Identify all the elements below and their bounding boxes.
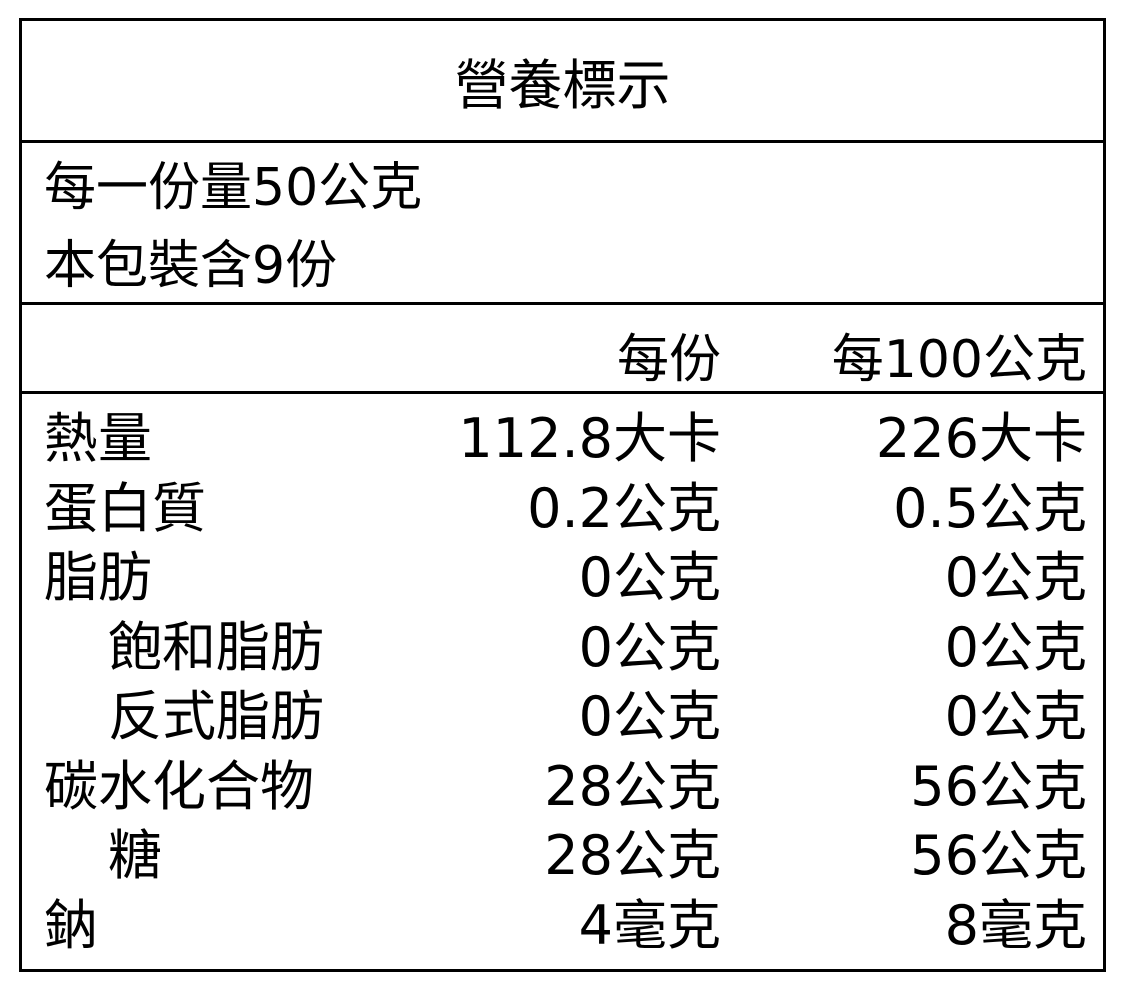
nutrient-row: 反式脂肪 0公克 0公克 <box>22 682 1103 752</box>
nutrient-row: 脂肪 0公克 0公克 <box>22 543 1103 613</box>
per-100g-value: 0公克 <box>944 546 1087 609</box>
per-serving-value: 0公克 <box>578 615 721 679</box>
per-100g-value: 56公克 <box>910 824 1087 887</box>
nutrient-row: 蛋白質 0.2公克 0.5公克 <box>22 474 1103 544</box>
nutrient-name: 反式脂肪 <box>108 685 324 748</box>
nutrient-name: 熱量 <box>44 407 152 470</box>
nutrient-name: 脂肪 <box>44 546 152 609</box>
nutrient-name: 碳水化合物 <box>44 754 314 818</box>
nutrient-name: 飽和脂肪 <box>108 615 324 679</box>
nutrient-rows: 熱量 112.8大卡 226大卡 蛋白質 0.2公克 0.5公克 脂肪 0公克 0公克 飽和脂肪 0… <box>22 394 1103 960</box>
per-100g-value: 226大卡 <box>875 407 1087 470</box>
nutrient-row: 鈉 4毫克 8毫克 <box>22 891 1103 961</box>
per-serving-value: 0公克 <box>578 685 721 748</box>
nutrient-name: 糖 <box>108 824 162 887</box>
header-per-serving: 每份 <box>616 330 721 390</box>
label-title: 營養標示 <box>22 21 1103 143</box>
per-100g-value: 0公克 <box>944 685 1087 748</box>
nutrient-row: 碳水化合物 28公克 56公克 <box>22 752 1103 822</box>
per-serving-value: 0公克 <box>578 546 721 609</box>
serving-size: 每一份量50公克 <box>44 158 423 218</box>
header-per-100g: 每100公克 <box>831 330 1087 390</box>
nutrient-row: 糖 28公克 56公克 <box>22 821 1103 891</box>
nutrient-name: 蛋白質 <box>44 476 206 540</box>
nutrient-row: 熱量 112.8大卡 226大卡 <box>22 404 1103 474</box>
serving-info: 每一份量50公克 本包裝含9份 <box>22 143 1103 305</box>
nutrient-name: 鈉 <box>44 893 98 957</box>
per-100g-value: 8毫克 <box>944 893 1087 957</box>
per-serving-value: 112.8大卡 <box>458 407 721 470</box>
per-100g-value: 0公克 <box>944 615 1087 679</box>
servings-per-package: 本包裝含9份 <box>44 236 338 296</box>
nutrition-label: 營養標示 每一份量50公克 本包裝含9份 每份 每100公克 熱量 112.8大卡… <box>19 18 1106 972</box>
column-headers: 每份 每100公克 <box>22 305 1103 394</box>
per-serving-value: 4毫克 <box>578 893 721 957</box>
nutrient-row: 飽和脂肪 0公克 0公克 <box>22 613 1103 683</box>
per-100g-value: 0.5公克 <box>893 476 1087 540</box>
per-serving-value: 28公克 <box>544 754 721 818</box>
per-serving-value: 0.2公克 <box>527 476 721 540</box>
per-100g-value: 56公克 <box>910 754 1087 818</box>
per-serving-value: 28公克 <box>544 824 721 887</box>
